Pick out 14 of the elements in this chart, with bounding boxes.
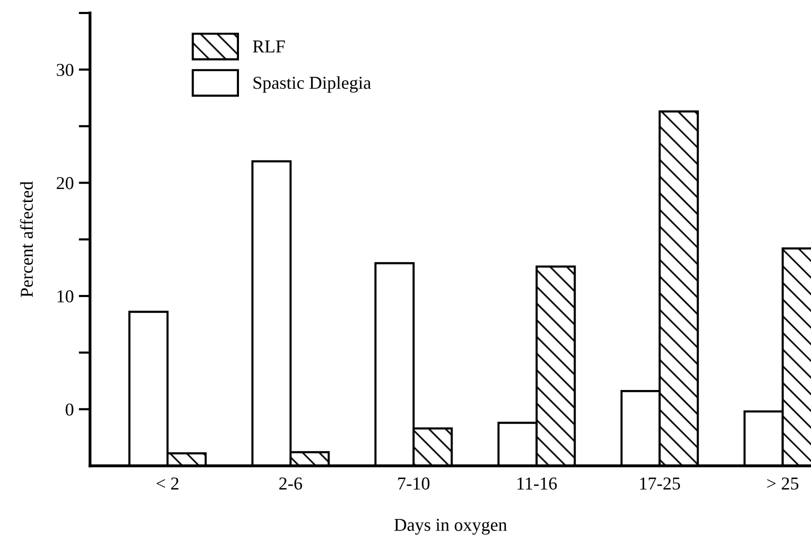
y-tick-label: 10 [58, 290, 74, 302]
legend-label: RLF [252, 40, 285, 52]
x-tick-label: 17-25 [640, 477, 680, 490]
x-tick-label: 2-6 [279, 477, 302, 490]
x-tick-label: > 25 [767, 477, 798, 490]
y-tick-label: 0 [66, 403, 74, 416]
y-tick-label: 20 [56, 177, 74, 190]
x-tick-label: 7-10 [398, 477, 430, 490]
x-axis-title: Days in oxygen [394, 518, 507, 535]
x-tick-label: < 2 [156, 477, 178, 490]
legend-label: Spastic Diplegia [254, 76, 371, 93]
x-tick-label: 11-16 [518, 477, 557, 490]
y-axis-title: Percent affected [20, 181, 33, 298]
y-tick-label: 30 [56, 64, 74, 76]
